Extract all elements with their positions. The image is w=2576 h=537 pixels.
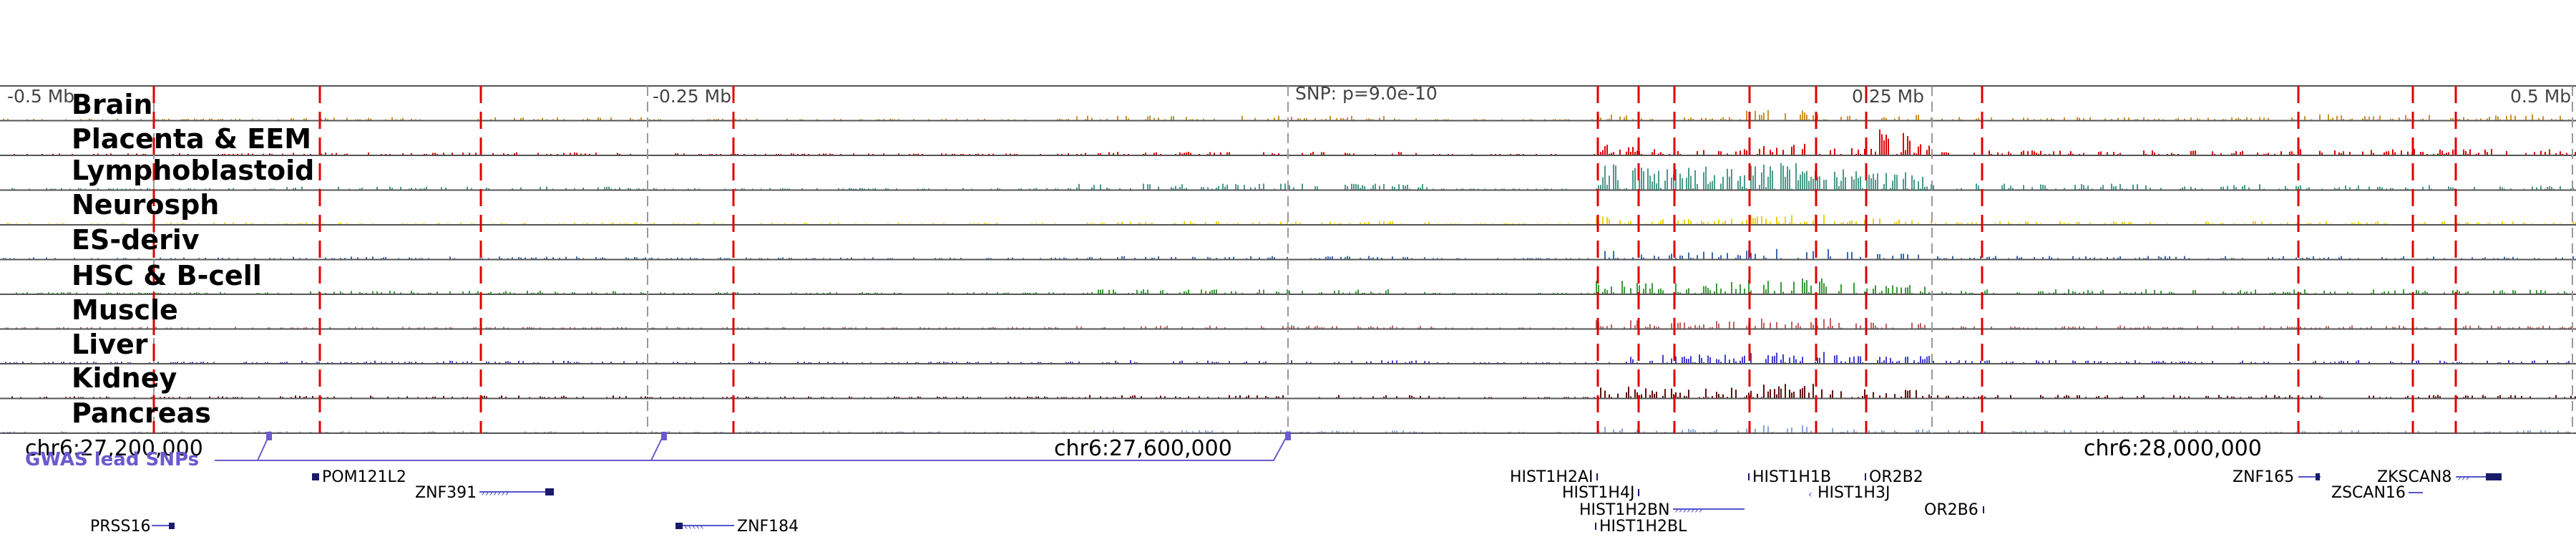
track-label-neurosph[interactable]: Neurosph xyxy=(72,189,219,221)
gene-label[interactable]: HIST1H2BN xyxy=(1579,501,1670,519)
gene-body[interactable] xyxy=(2486,473,2502,480)
track-label-muscle[interactable]: Muscle xyxy=(72,294,178,326)
track-signal xyxy=(3,248,2574,259)
gene-body[interactable] xyxy=(2316,473,2320,480)
strand-arrows: ››››››› xyxy=(1674,505,1702,516)
gene-body[interactable] xyxy=(169,523,175,529)
ruler-mid-right-label: 0.25 Mb xyxy=(1852,86,1924,107)
track-signal xyxy=(3,425,2570,432)
ruler-right-label: 0.5 Mb xyxy=(2510,86,2571,107)
gene-label[interactable]: ZNF184 xyxy=(737,518,799,536)
ruler-mid-left-label: -0.25 Mb xyxy=(653,86,731,107)
gwas-snp-marker[interactable] xyxy=(661,432,667,440)
track-label-hsc-bcell[interactable]: HSC & B-cell xyxy=(72,260,262,291)
coordinate-middle: chr6:27,600,000 xyxy=(1054,436,1232,461)
gene-label[interactable]: OR2B6 xyxy=(1924,501,1979,519)
track-label-kidney[interactable]: Kidney xyxy=(72,362,177,394)
gene-label[interactable]: ZNF165 xyxy=(2233,468,2294,486)
gene-label[interactable]: PRSS16 xyxy=(90,518,150,536)
gene-label[interactable]: HIST1H2BL xyxy=(1599,518,1687,536)
gwas-connector-lines xyxy=(215,433,1289,461)
track-label-liver[interactable]: Liver xyxy=(72,329,148,360)
strand-arrows: ››› xyxy=(2457,473,2469,484)
gene-label[interactable]: POM121L2 xyxy=(322,468,406,486)
gene-body[interactable] xyxy=(312,473,319,480)
gwas-snp-marker[interactable] xyxy=(1285,432,1291,440)
track-signal xyxy=(11,163,2574,190)
track-signal xyxy=(14,129,2576,155)
track-signal xyxy=(7,214,2576,224)
strand-arrows: ‹‹‹‹‹ xyxy=(684,521,704,533)
gwas-track: GWAS lead SNPs xyxy=(25,432,1291,470)
track-label-brain[interactable]: Brain xyxy=(72,89,152,120)
gene-label[interactable]: ZSCAN16 xyxy=(2331,484,2406,502)
highlight-lines xyxy=(152,86,2457,433)
gene-track: POM121L2 ZNF391 ››››››› PRSS16 ‹‹‹‹‹ ZNF… xyxy=(90,468,2502,536)
track-label-placenta[interactable]: Placenta & EEM xyxy=(72,123,311,155)
gene-body[interactable] xyxy=(675,523,683,529)
track-label-es-deriv[interactable]: ES-deriv xyxy=(72,224,200,256)
strand-arrows: ››››››› xyxy=(481,488,509,499)
gene-label[interactable]: OR2B2 xyxy=(1869,468,1923,486)
track-signal xyxy=(11,384,2576,398)
coordinate-left: chr6:27,200,000 xyxy=(25,436,203,461)
gene-label[interactable]: HIST1H2AI xyxy=(1510,468,1594,486)
ruler-left-label: -0.5 Mb xyxy=(7,86,74,107)
track-signal xyxy=(5,318,2572,329)
track-label-lymphoblastoid[interactable]: Lymphoblastoid xyxy=(72,155,314,186)
gene-label[interactable]: HIST1H4J xyxy=(1562,484,1634,502)
ruler-snp-label: SNP: p=9.0e-10 xyxy=(1295,83,1438,104)
gwas-label: GWAS lead SNPs xyxy=(25,449,199,470)
gwas-snp-marker[interactable] xyxy=(266,432,272,440)
track-label-pancreas[interactable]: Pancreas xyxy=(72,397,211,429)
gene-label[interactable]: ZNF391 xyxy=(415,484,477,502)
gene-label[interactable]: HIST1H1B xyxy=(1752,468,1831,486)
coordinate-right: chr6:28,000,000 xyxy=(2084,436,2262,461)
track-labels: Brain Placenta & EEM Lymphoblastoid Neur… xyxy=(72,89,314,429)
track-signal xyxy=(3,110,2570,120)
strand-arrows: ‹ xyxy=(1808,489,1813,500)
track-signal xyxy=(16,278,2567,294)
gene-label[interactable]: ZKSCAN8 xyxy=(2377,468,2451,486)
gene-label[interactable]: HIST1H3J xyxy=(1818,484,1890,502)
gene-body[interactable] xyxy=(545,488,554,495)
